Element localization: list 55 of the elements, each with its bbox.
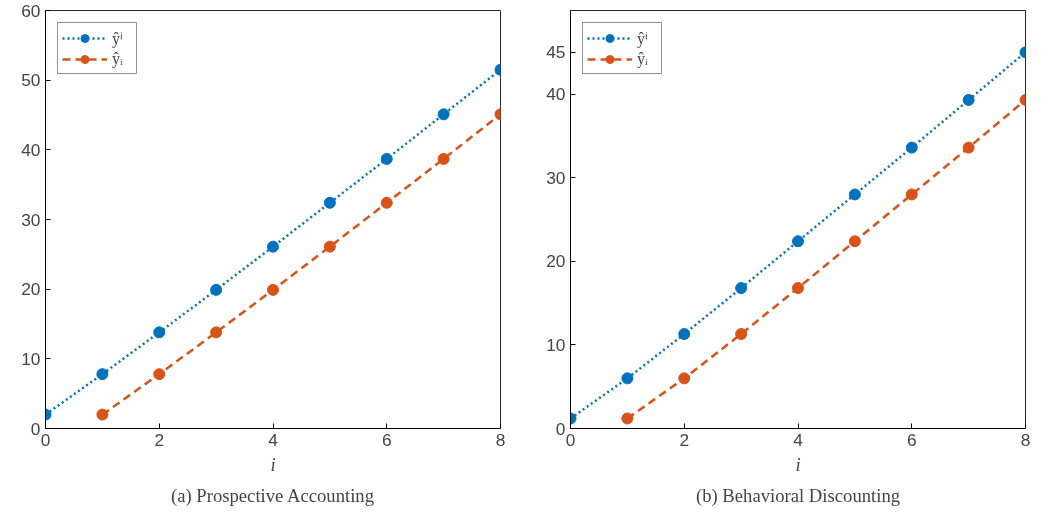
- x-tick-label: 8: [1020, 429, 1031, 450]
- y-tick-label: 40: [21, 139, 41, 160]
- point: [323, 240, 336, 253]
- y-tick-label: 60: [21, 0, 41, 21]
- point: [380, 152, 393, 165]
- y-tick-label: 40: [546, 84, 566, 105]
- point: [267, 283, 279, 296]
- point: [267, 240, 279, 253]
- text: (b) Behavioral Discounting: [695, 484, 901, 507]
- y-tick-label: 50: [21, 70, 41, 91]
- point: [962, 93, 975, 106]
- point: [848, 235, 861, 248]
- point: [96, 368, 109, 381]
- point: [678, 328, 691, 341]
- point: [735, 328, 748, 341]
- x-tick-label: 2: [679, 429, 690, 450]
- legend-label: ŷᵢ: [112, 50, 124, 68]
- legend-label: ŷⁱ: [637, 29, 649, 49]
- y-tick-label: 20: [546, 251, 566, 272]
- point: [153, 326, 166, 339]
- point: [437, 108, 450, 121]
- point: [380, 196, 393, 209]
- point: [792, 235, 804, 248]
- point: [962, 141, 975, 154]
- y-tick-label: 10: [546, 334, 566, 355]
- point: [210, 326, 223, 339]
- x-tick-label: 2: [154, 429, 165, 450]
- point: [323, 196, 336, 209]
- point: [735, 282, 748, 295]
- x-axis-title: i: [795, 453, 801, 475]
- x-tick-label: 6: [906, 429, 917, 450]
- y-tick-label: 30: [546, 167, 566, 188]
- point: [678, 372, 691, 385]
- legend-label: ŷᵢ: [637, 50, 649, 68]
- y-tick-label: 10: [21, 348, 41, 369]
- y-tick-label: 30: [21, 209, 41, 230]
- point: [792, 282, 804, 295]
- text: (a) Prospective Accounting: [170, 484, 375, 507]
- x-tick-label: 6: [381, 429, 392, 450]
- x-tick-label: 4: [268, 429, 279, 450]
- y-tick-label: 20: [21, 279, 41, 300]
- x-tick-label: 4: [793, 429, 804, 450]
- point: [437, 152, 450, 165]
- y-tick-label: 45: [546, 42, 566, 63]
- point: [621, 412, 634, 425]
- x-axis-title: i: [270, 453, 276, 475]
- point: [153, 368, 166, 381]
- point: [905, 188, 918, 201]
- point: [96, 408, 109, 421]
- x-tick-label: 8: [495, 429, 506, 450]
- point: [621, 372, 634, 385]
- point: [848, 188, 861, 201]
- point: [905, 141, 918, 154]
- point: [210, 283, 223, 296]
- legend-label: ŷⁱ: [112, 29, 124, 49]
